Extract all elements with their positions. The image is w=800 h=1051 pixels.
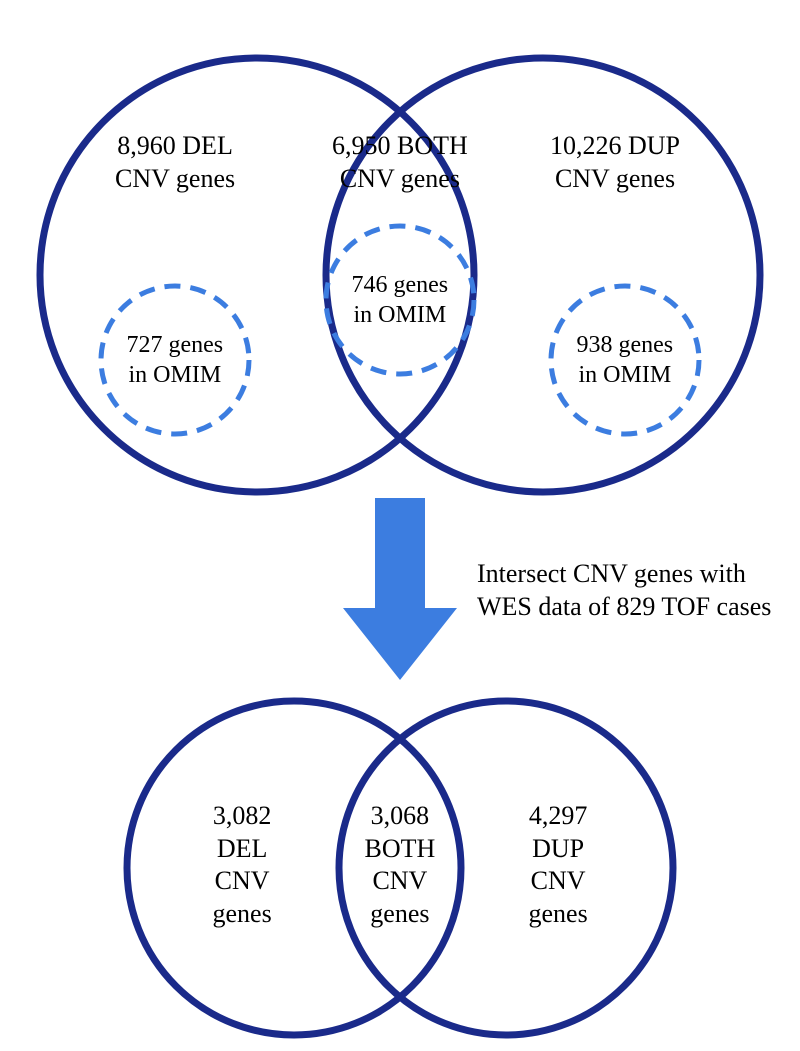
arrow-label: Intersect CNV genes with WES data of 829… <box>477 558 771 623</box>
diagram-stage: 8,960 DEL CNV genes 6,950 BOTH CNV genes 1… <box>0 0 800 1051</box>
top-left-omim-label: 727 genes in OMIM <box>127 330 224 390</box>
top-left-label: 8,960 DEL CNV genes <box>115 130 235 195</box>
bottom-right-label: 4,297 DUP CNV genes <box>529 800 588 930</box>
top-right-label: 10,226 DUP CNV genes <box>550 130 680 195</box>
bottom-center-label: 3,068 BOTH CNV genes <box>365 800 436 930</box>
top-right-omim-label: 938 genes in OMIM <box>577 330 674 390</box>
top-center-omim-label: 746 genes in OMIM <box>352 270 449 330</box>
top-center-label: 6,950 BOTH CNV genes <box>332 130 468 195</box>
bottom-left-label: 3,082 DEL CNV genes <box>213 800 272 930</box>
